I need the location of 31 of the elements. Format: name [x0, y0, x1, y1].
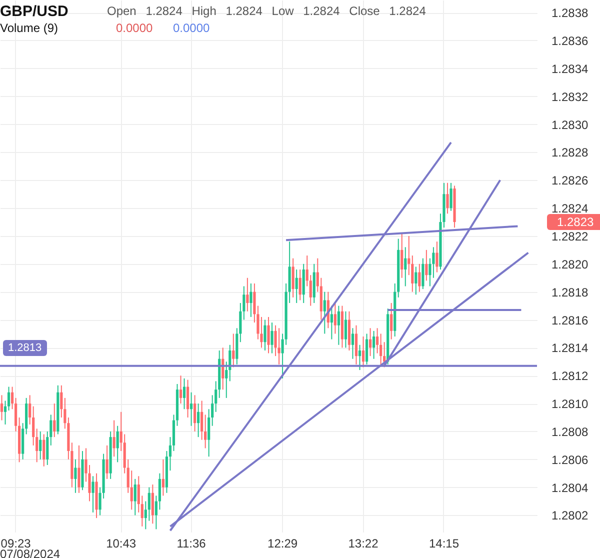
- y-tick-label: 1.2816: [552, 313, 589, 328]
- y-tick-label: 1.2834: [552, 62, 589, 76]
- y-tick-label: 1.2804: [552, 480, 589, 495]
- x-tick-label: 12:29: [268, 536, 298, 550]
- chart-subtitle: Open 1.2824 High 1.2824 Low 1.2824 Close 1.2824: [107, 4, 426, 18]
- x-tick-label: 10:43: [106, 536, 136, 550]
- x-tick-label: 13:22: [348, 536, 379, 550]
- y-tick-label: 1.2806: [552, 452, 589, 467]
- y-tick-label: 1.2818: [552, 285, 589, 300]
- chart-title: GBP/USD: [0, 3, 68, 20]
- annotation: 0.0000: [116, 21, 153, 35]
- y-tick-label: 1.2808: [552, 424, 589, 439]
- y-tick-label: 1.2822: [552, 229, 589, 244]
- y-tick-label: 1.2836: [552, 34, 589, 48]
- y-tick-label: 1.2814: [552, 341, 589, 356]
- y-tick-label: 1.2824: [552, 202, 589, 216]
- y-tick-label: 1.2828: [552, 146, 589, 160]
- x-tick-label: 11:36: [176, 536, 206, 550]
- y-tick-label: 1.2810: [552, 397, 589, 412]
- x-tick-label: 14:15: [428, 536, 460, 550]
- y-tick-label: 1.2830: [552, 118, 589, 132]
- ref-line-label: 1.2813: [3, 340, 47, 356]
- annotation: 0.0000: [173, 21, 210, 35]
- annotation: Volume (9): [0, 21, 58, 35]
- y-tick-label: 1.2832: [552, 90, 589, 104]
- y-tick-label: 1.2802: [552, 508, 589, 523]
- y-tick-label: 1.2838: [552, 6, 589, 20]
- text: 1.2823: [547, 214, 600, 230]
- y-tick-label: 1.2826: [552, 174, 589, 188]
- y-tick-label: 1.2820: [552, 257, 589, 272]
- y-tick-label: 1.2812: [552, 369, 589, 384]
